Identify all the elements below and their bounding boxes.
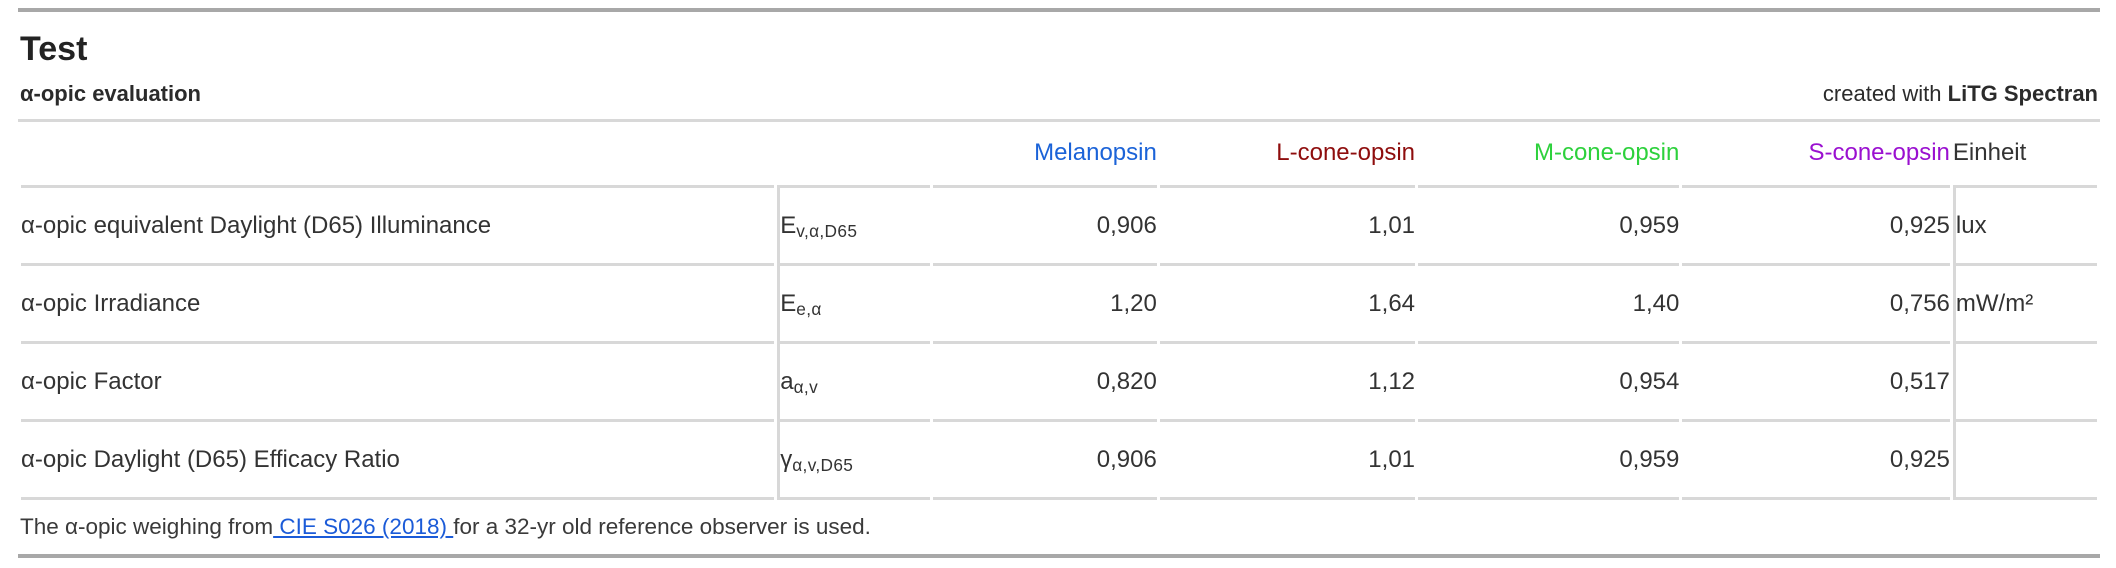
symbol-base: E bbox=[780, 290, 797, 317]
cie-s026-link[interactable]: CIE S026 (2018) bbox=[273, 514, 454, 539]
table-row: α-opic Irradiance Ee,α 1,20 1,64 1,40 0,… bbox=[21, 266, 2097, 344]
column-header-s-cone-opsin: S-cone-opsin bbox=[1682, 122, 1950, 188]
page-title: Test bbox=[20, 30, 88, 68]
table-row: α-opic equivalent Daylight (D65) Illumin… bbox=[21, 188, 2097, 266]
cell-s-cone-value: 0,925 bbox=[1682, 422, 1950, 500]
credit-app-name: LiTG Spectran bbox=[1947, 81, 2098, 106]
table-header-row: Melanopsin L-cone-opsin M-cone-opsin S-c… bbox=[21, 122, 2097, 188]
symbol-subscript: α,v,D65 bbox=[792, 454, 854, 475]
cell-l-cone-value: 1,12 bbox=[1159, 344, 1416, 422]
credit-text: created with LiTG Spectran bbox=[1823, 80, 2098, 107]
row-label: α-opic equivalent Daylight (D65) Illumin… bbox=[21, 188, 775, 266]
symbol-subscript: α,v bbox=[793, 376, 819, 397]
column-header-einheit: Einheit bbox=[1952, 122, 2097, 188]
symbol-base: a bbox=[780, 368, 794, 395]
report-bordered-area: Test α-opic evaluation created with LiTG… bbox=[18, 8, 2100, 558]
cell-s-cone-value: 0,517 bbox=[1682, 344, 1950, 422]
row-symbol: Ev,α,D65 bbox=[777, 188, 930, 266]
symbol-base: γ bbox=[780, 446, 793, 473]
cell-s-cone-value: 0,756 bbox=[1682, 266, 1950, 344]
title-block: Test α-opic evaluation created with LiTG… bbox=[18, 12, 2100, 122]
row-label: α-opic Factor bbox=[21, 344, 775, 422]
cell-s-cone-value: 0,925 bbox=[1682, 188, 1950, 266]
cell-unit bbox=[1952, 422, 2097, 500]
cell-l-cone-value: 1,01 bbox=[1159, 188, 1416, 266]
cell-unit bbox=[1952, 344, 2097, 422]
cell-unit: mW/m² bbox=[1952, 266, 2097, 344]
row-symbol: aα,v bbox=[777, 344, 930, 422]
cell-melanopsin-value: 0,906 bbox=[932, 188, 1157, 266]
cell-m-cone-value: 0,954 bbox=[1418, 344, 1680, 422]
cell-melanopsin-value: 1,20 bbox=[932, 266, 1157, 344]
table-row: α-opic Factor aα,v 0,820 1,12 0,954 0,51… bbox=[21, 344, 2097, 422]
cell-melanopsin-value: 0,906 bbox=[932, 422, 1157, 500]
row-label: α-opic Irradiance bbox=[21, 266, 775, 344]
cell-l-cone-value: 1,64 bbox=[1159, 266, 1416, 344]
report-subtitle: α-opic evaluation bbox=[20, 81, 201, 106]
table-row: α-opic Daylight (D65) Efficacy Ratio γα,… bbox=[21, 422, 2097, 500]
cell-l-cone-value: 1,01 bbox=[1159, 422, 1416, 500]
cell-unit: lux bbox=[1952, 188, 2097, 266]
symbol-base: E bbox=[780, 212, 797, 239]
cell-m-cone-value: 0,959 bbox=[1418, 188, 1680, 266]
row-symbol: γα,v,D65 bbox=[777, 422, 930, 500]
row-symbol: Ee,α bbox=[777, 266, 930, 344]
symbol-subscript: v,α,D65 bbox=[796, 220, 858, 241]
column-header-l-cone-opsin: L-cone-opsin bbox=[1159, 122, 1416, 188]
credit-prefix: created with bbox=[1822, 81, 1948, 106]
footnote: The α-opic weighing from CIE S026 (2018)… bbox=[18, 500, 2100, 554]
subtitle-row: α-opic evaluation created with LiTG Spec… bbox=[20, 80, 2098, 107]
row-label: α-opic Daylight (D65) Efficacy Ratio bbox=[21, 422, 775, 500]
footnote-text-after: for a 32-yr old reference observer is us… bbox=[453, 514, 871, 539]
header-spacer-label bbox=[21, 122, 775, 188]
cell-m-cone-value: 0,959 bbox=[1418, 422, 1680, 500]
footnote-text-before: The α-opic weighing from bbox=[20, 514, 274, 539]
symbol-subscript: e,α bbox=[796, 298, 822, 319]
cell-melanopsin-value: 0,820 bbox=[932, 344, 1157, 422]
alpha-opic-table: Melanopsin L-cone-opsin M-cone-opsin S-c… bbox=[18, 122, 2100, 500]
column-header-m-cone-opsin: M-cone-opsin bbox=[1418, 122, 1680, 188]
header-spacer-symbol bbox=[777, 122, 930, 188]
cell-m-cone-value: 1,40 bbox=[1418, 266, 1680, 344]
column-header-melanopsin: Melanopsin bbox=[932, 122, 1157, 188]
